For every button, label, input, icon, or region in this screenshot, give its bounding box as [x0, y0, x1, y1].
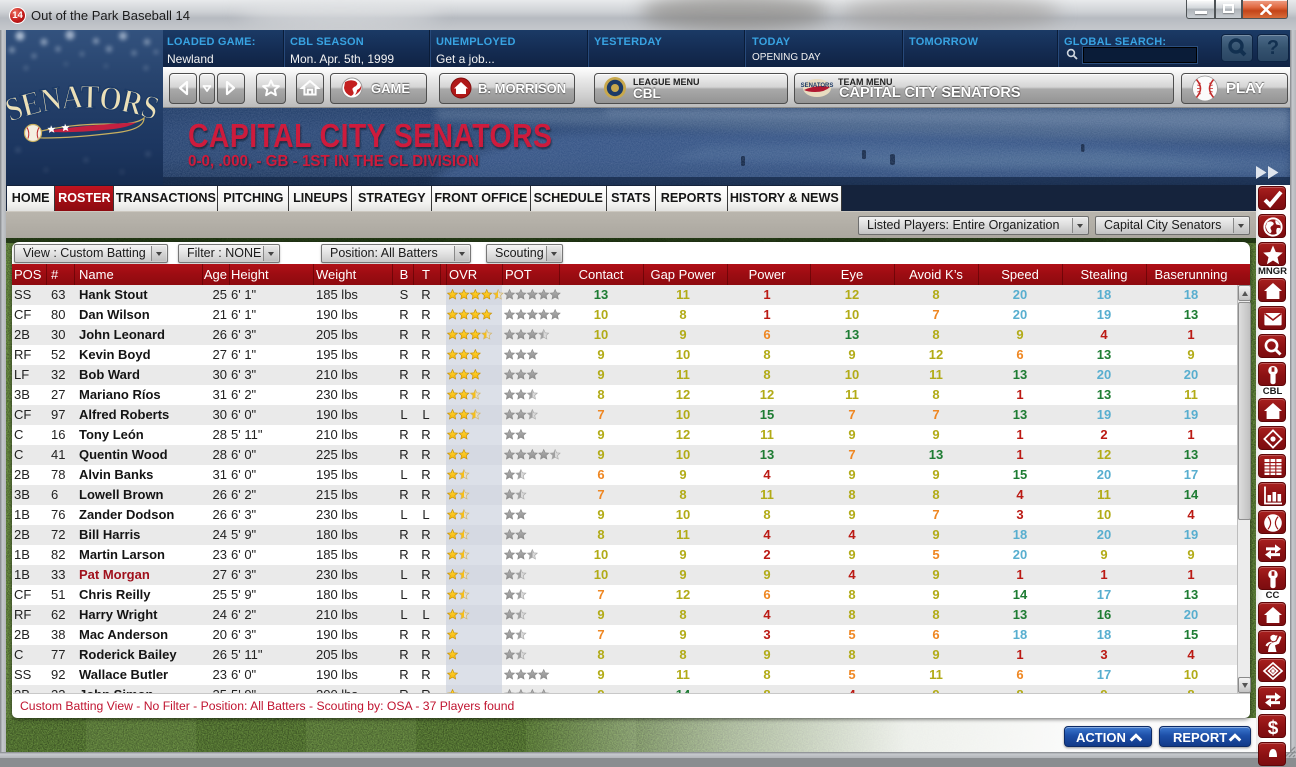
svg-text:$: $ — [1267, 718, 1278, 739]
svg-text:SENATORS: SENATORS — [801, 83, 834, 89]
